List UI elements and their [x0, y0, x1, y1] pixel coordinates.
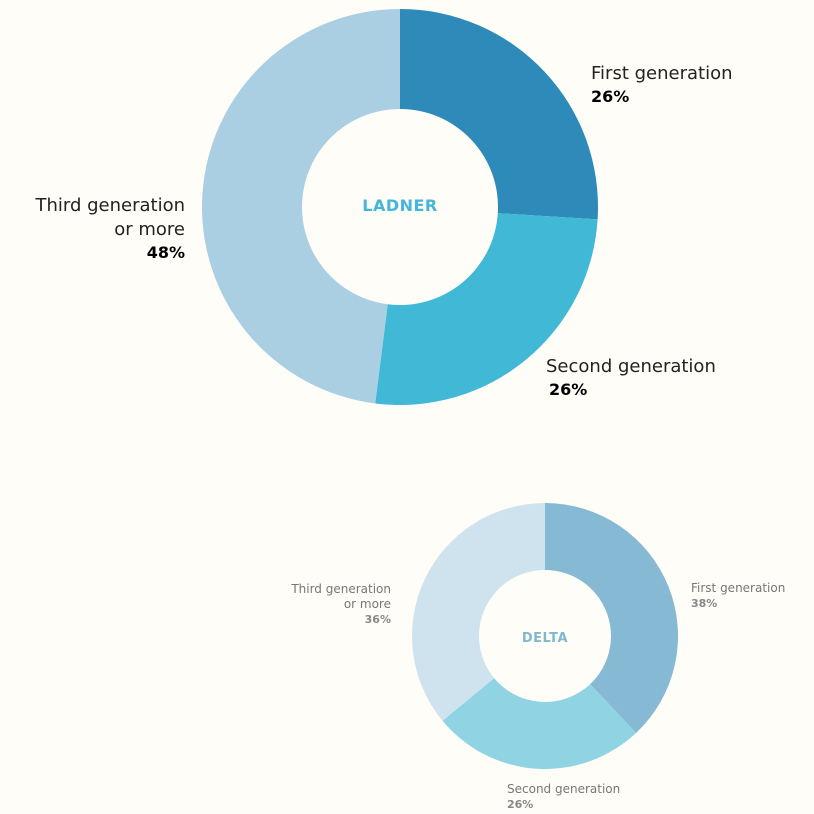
ladner-third-name-line2: or more: [114, 219, 185, 240]
ladner-second-value: 26%: [549, 380, 588, 399]
ladner-slice-first-generation: [400, 9, 598, 220]
delta-second-value: 26%: [507, 798, 534, 811]
ladner-first-value: 26%: [591, 87, 630, 106]
ladner-third-name-line1: Third generation: [35, 195, 185, 216]
ladner-label-second: Second generation 26%: [546, 355, 716, 401]
delta-slice-second-generation: [442, 678, 637, 769]
delta-first-value: 38%: [691, 597, 718, 610]
delta-third-name-line1: Third generation: [291, 582, 391, 596]
delta-third-name-line2: or more: [343, 597, 391, 611]
ladner-label-first: First generation 26%: [591, 62, 733, 108]
ladner-third-value: 48%: [146, 243, 185, 262]
delta-third-value: 36%: [364, 613, 391, 626]
ladner-slice-second-generation: [375, 213, 598, 405]
delta-donut: [411, 503, 678, 769]
delta-label-second: Second generation 26%: [507, 782, 620, 812]
delta-label-third: Third generation or more 36%: [291, 582, 391, 627]
ladner-donut: [201, 9, 598, 405]
delta-slice-third-generation-or-more: [411, 503, 545, 721]
ladner-first-name: First generation: [591, 63, 733, 84]
ladner-second-name: Second generation: [546, 356, 716, 377]
ladner-label-third: Third generation or more 48%: [35, 194, 185, 264]
ladner-slice-third-generation-or-more: [201, 9, 400, 404]
delta-slice-first-generation: [545, 503, 678, 733]
delta-label-first: First generation 38%: [691, 581, 785, 611]
delta-first-name: First generation: [691, 581, 786, 595]
delta-second-name: Second generation: [507, 782, 621, 796]
ladner-center-title: LADNER: [362, 196, 438, 215]
delta-center-title: DELTA: [521, 631, 569, 646]
